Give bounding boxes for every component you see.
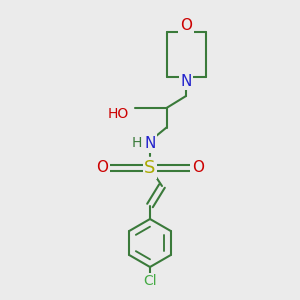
Text: N: N [144, 136, 156, 151]
Text: S: S [144, 159, 156, 177]
Text: Cl: Cl [143, 274, 157, 288]
Text: O: O [192, 160, 204, 175]
Text: O: O [180, 18, 192, 33]
Text: HO: HO [108, 107, 129, 121]
Text: H: H [131, 136, 142, 150]
Text: N: N [180, 74, 192, 88]
Text: O: O [96, 160, 108, 175]
